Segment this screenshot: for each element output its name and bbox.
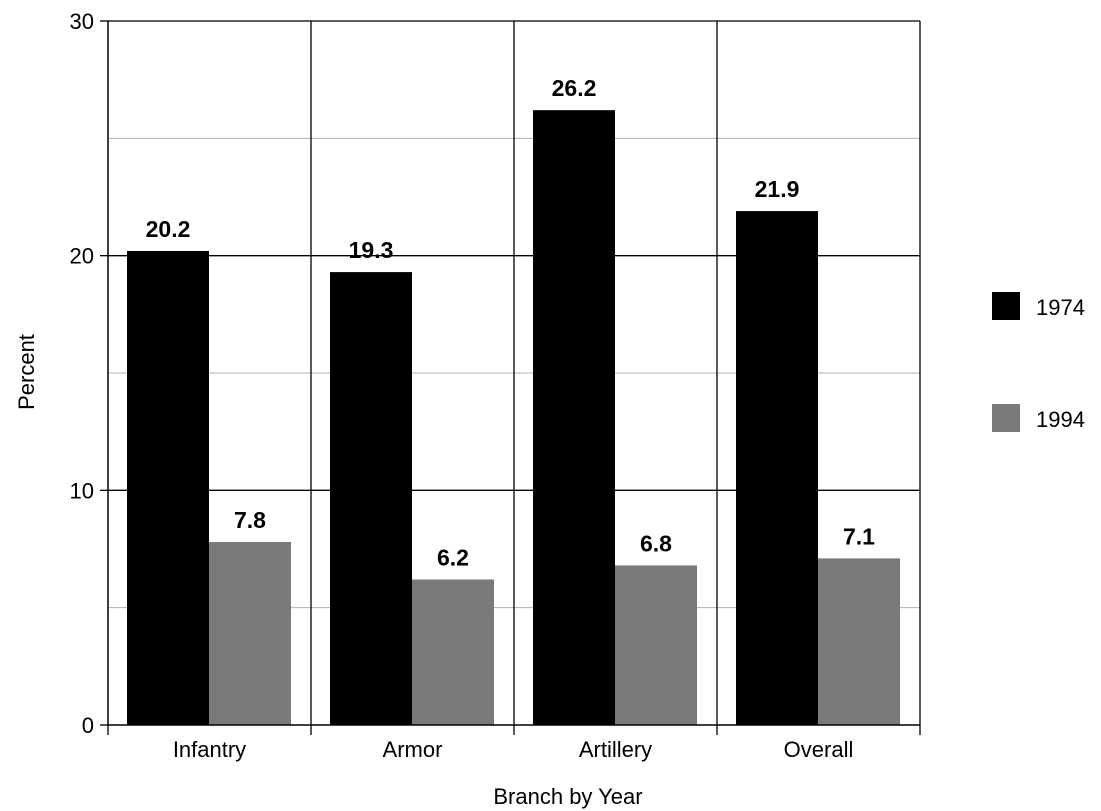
data-label: 6.2 [437,545,469,571]
bars [127,110,900,725]
bar-1994-armor [412,579,494,725]
y-tick-label: 0 [82,713,94,738]
data-label: 21.9 [755,176,800,202]
x-tick-label: Artillery [579,737,652,762]
bar-1974-overall [736,211,818,725]
data-label: 7.1 [843,523,875,549]
data-label: 26.2 [552,75,597,101]
data-label: 6.8 [640,530,672,556]
legend-swatch [992,404,1020,432]
legend: 1974 1994 [992,292,1085,432]
bar-1974-artillery [533,110,615,725]
y-tick-label: 30 [70,9,94,34]
legend-swatch [992,292,1020,320]
bar-1974-infantry [127,250,209,725]
bar-1974-armor [330,272,412,725]
data-label: 19.3 [349,237,394,263]
x-tick-label: Overall [784,737,854,762]
y-tick-label: 10 [70,478,94,503]
data-label: 7.8 [234,507,266,533]
legend-label: 1974 [1036,295,1085,320]
axes: 0 10 20 30 Infantry Armor Artillery Overall [70,9,921,762]
x-tick-label: Armor [383,737,443,762]
data-labels: 20.2 7.8 19.3 6.2 26.2 6.8 21.9 7.1 [146,75,876,570]
bar-1994-artillery [615,565,697,725]
y-axis-title: Percent [14,334,39,410]
grid-lines [108,20,921,725]
legend-label: 1994 [1036,407,1085,432]
x-tick-label: Infantry [173,737,246,762]
y-tick-label: 20 [70,244,94,269]
x-axis-title: Branch by Year [493,784,642,809]
bar-1994-infantry [209,541,291,725]
bar-1994-overall [818,558,900,725]
data-label: 20.2 [146,216,191,242]
